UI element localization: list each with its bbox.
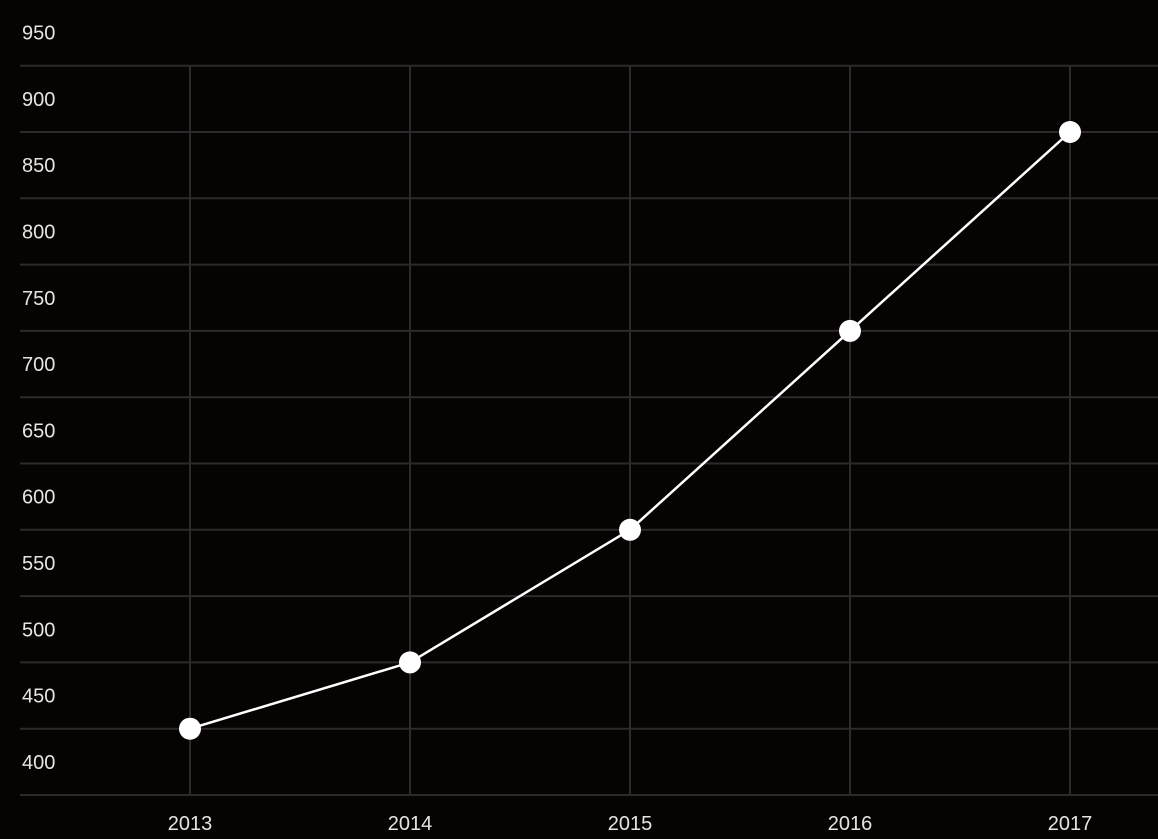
data-point — [179, 717, 201, 740]
y-tick-label: 500 — [22, 619, 55, 641]
x-axis-tick-labels: 2013 2014 2015 2016 2017 — [168, 813, 1093, 835]
data-series — [179, 121, 1081, 740]
horizontal-gridlines — [20, 64, 1158, 796]
data-point — [619, 518, 641, 541]
data-point — [839, 319, 861, 342]
y-tick-label: 550 — [22, 553, 55, 575]
x-tick-label: 2016 — [828, 813, 873, 835]
data-point — [399, 651, 421, 674]
y-tick-label: 800 — [22, 221, 55, 243]
x-tick-label: 2015 — [608, 813, 653, 835]
y-tick-label: 750 — [22, 288, 55, 310]
y-tick-label: 650 — [22, 420, 55, 442]
y-tick-label: 900 — [22, 89, 55, 111]
x-tick-label: 2017 — [1048, 813, 1093, 835]
y-tick-label: 450 — [22, 686, 55, 708]
x-tick-label: 2014 — [388, 813, 433, 835]
y-axis-tick-labels: 400 450 500 550 600 650 700 750 800 850 900 950 — [22, 23, 55, 774]
y-tick-label: 850 — [22, 155, 55, 177]
y-tick-label: 600 — [22, 487, 55, 509]
vertical-gridlines — [189, 65, 1071, 795]
y-tick-label: 950 — [22, 23, 55, 45]
x-tick-label: 2013 — [168, 813, 213, 835]
y-tick-label: 400 — [22, 752, 55, 774]
y-tick-label: 700 — [22, 354, 55, 376]
data-point — [1059, 121, 1081, 143]
